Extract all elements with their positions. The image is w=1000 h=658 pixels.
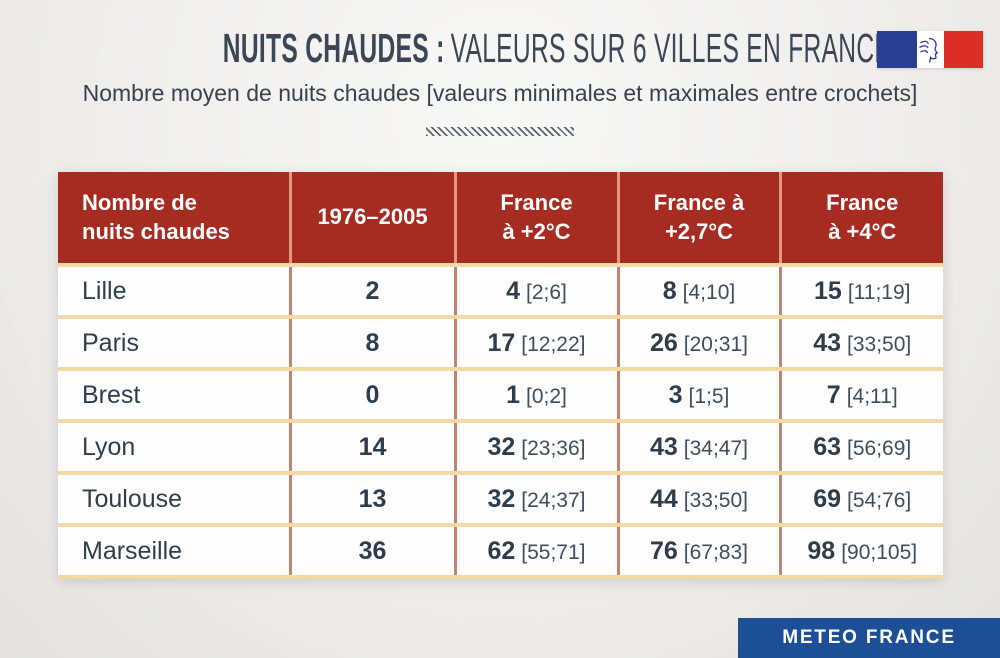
plus4-cell: 69 [54;76]: [780, 473, 943, 527]
plus27-cell: 43 [34;47]: [618, 421, 782, 475]
marianne-profile-icon: [919, 37, 939, 63]
plus2-cell: 4 [2;6]: [455, 265, 620, 319]
city-cell: Brest: [58, 369, 292, 423]
city-cell: Lille: [58, 265, 292, 319]
plus2-cell: 17 [12;22]: [455, 317, 620, 371]
baseline-cell: 36: [290, 525, 457, 579]
baseline-cell: 0: [290, 369, 457, 423]
city-cell: Marseille: [58, 525, 292, 579]
table-row: Paris 8 17 [12;22] 26 [20;31] 43 [33;50]: [58, 317, 943, 371]
meteo-france-badge: METEO FRANCE: [738, 618, 1000, 658]
table-row: Brest 0 1 [0;2] 3 [1;5] 7 [4;11]: [58, 369, 943, 423]
plus2-cell: 1 [0;2]: [455, 369, 620, 423]
french-government-flag-logo: [877, 31, 983, 68]
hatch-divider: [426, 127, 574, 136]
plus4-cell: 63 [56;69]: [780, 421, 943, 475]
table-row: Toulouse 13 32 [24;37] 44 [33;50] 69 [54;76…: [58, 473, 943, 527]
city-cell: Paris: [58, 317, 292, 371]
table-header-row: Nombre de nuits chaudes 1976–2005 France…: [58, 172, 943, 267]
plus4-cell: 7 [4;11]: [780, 369, 943, 423]
subtitle: Nombre moyen de nuits chaudes [valeurs m…: [82, 80, 918, 106]
title-light-segment: VALEURS SUR 6 VILLES EN FRANCE: [450, 25, 892, 71]
baseline-cell: 14: [290, 421, 457, 475]
table-row: Lyon 14 32 [23;36] 43 [34;47] 63 [56;69]: [58, 421, 943, 475]
col-header-plus2: France à +2°C: [455, 172, 620, 267]
plus2-cell: 32 [24;37]: [455, 473, 620, 527]
baseline-cell: 13: [290, 473, 457, 527]
city-cell: Toulouse: [58, 473, 292, 527]
plus27-cell: 3 [1;5]: [618, 369, 782, 423]
hot-nights-table: Nombre de nuits chaudes 1976–2005 France…: [58, 172, 943, 579]
plus27-cell: 44 [33;50]: [618, 473, 782, 527]
plus4-cell: 98 [90;105]: [780, 525, 943, 579]
title-bold-segment: NUITS CHAUDES :: [222, 25, 445, 71]
plus2-cell: 62 [55;71]: [455, 525, 620, 579]
table-row: Marseille 36 62 [55;71] 76 [67;83] 98 [90;1…: [58, 525, 943, 579]
col-header-cities: Nombre de nuits chaudes: [58, 172, 292, 267]
plus27-cell: 26 [20;31]: [618, 317, 782, 371]
col-header-baseline: 1976–2005: [290, 172, 457, 267]
plus2-cell: 32 [23;36]: [455, 421, 620, 475]
page-title: NUITS CHAUDES : VALEURS SUR 6 VILLES EN F…: [0, 0, 1000, 70]
baseline-cell: 2: [290, 265, 457, 319]
table-row: Lille 2 4 [2;6] 8 [4;10] 15 [11;19]: [58, 265, 943, 319]
plus4-cell: 43 [33;50]: [780, 317, 943, 371]
city-cell: Lyon: [58, 421, 292, 475]
plus27-cell: 8 [4;10]: [618, 265, 782, 319]
baseline-cell: 8: [290, 317, 457, 371]
plus27-cell: 76 [67;83]: [618, 525, 782, 579]
col-header-plus4: France à +4°C: [780, 172, 943, 267]
col-header-plus27: France à +2,7°C: [618, 172, 782, 267]
plus4-cell: 15 [11;19]: [780, 265, 943, 319]
